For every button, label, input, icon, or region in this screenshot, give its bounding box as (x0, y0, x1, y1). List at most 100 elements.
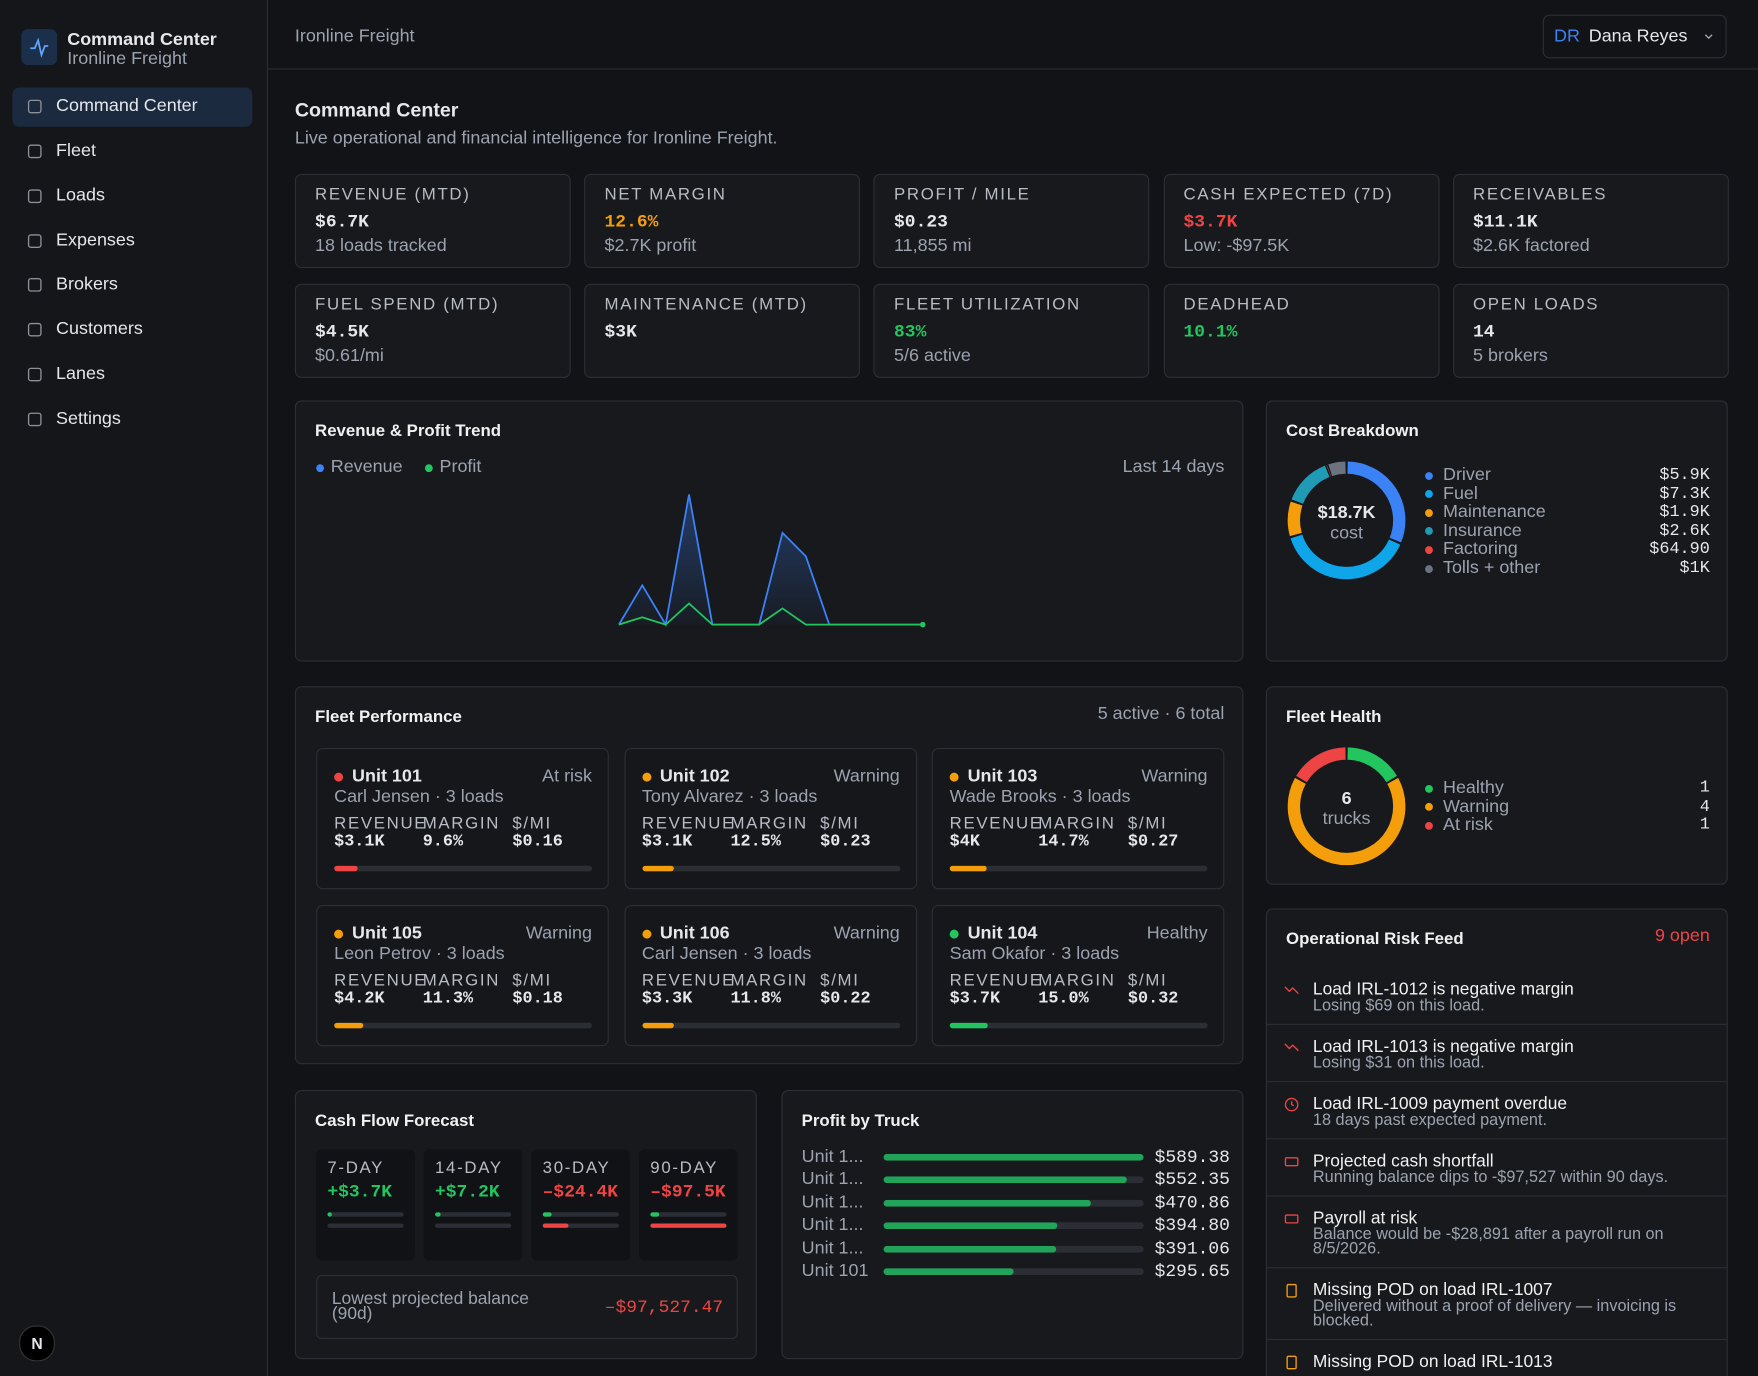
bar (883, 1176, 1128, 1184)
icon-shape (1284, 986, 1299, 995)
nav-icon-shape (27, 278, 42, 293)
period-value: +$7.2K (435, 1181, 500, 1203)
legend-label: Warning (1442, 796, 1510, 816)
bar-track (883, 1245, 1144, 1253)
metric-label: REVENUE (949, 814, 1043, 834)
nav-item[interactable]: Lanes (56, 364, 105, 384)
bar-label: Unit 1... (801, 1215, 864, 1235)
trend-card: Revenue & Profit Trend Revenue Profit Last … (294, 400, 1244, 662)
unit-name: Unit 104 (967, 924, 1038, 944)
bar-track (883, 1153, 1144, 1161)
metric-value: 11.3% (422, 989, 474, 1009)
chart-title: Cost Breakdown (1286, 421, 1419, 441)
period-label: 30-DAY (542, 1158, 611, 1178)
kpi-card: MAINTENANCE (MTD) $3K (584, 283, 861, 378)
legend-dot (424, 463, 433, 472)
legend-dot (949, 929, 959, 939)
bar (883, 1245, 1057, 1253)
user-menu[interactable]: DR Dana Reyes (1542, 14, 1727, 59)
nav-icon (27, 367, 42, 382)
metric-value: $3.1K (334, 832, 385, 852)
progress-fill (949, 865, 987, 872)
progress-fill (334, 1022, 364, 1029)
brand-title: Command Center (67, 30, 217, 50)
risk-detail: 18 days past expected payment. (1312, 1111, 1548, 1130)
risk-item[interactable]: Load IRL-1012 is negative margin Losing $… (1267, 968, 1727, 1024)
nav-item[interactable]: Brokers (56, 275, 118, 295)
inflow-track (327, 1212, 404, 1217)
icon-shape (1284, 1097, 1299, 1112)
unit-name: Unit 105 (352, 924, 422, 944)
risk-item[interactable]: Load IRL-1013 is negative margin Losing $… (1266, 1023, 1727, 1081)
metric-label: REVENUE (641, 814, 735, 834)
metric-label: $/MI (820, 814, 860, 834)
kpi-value: 12.6% (604, 211, 659, 233)
section-title: Operational Risk Feed (1286, 929, 1464, 949)
legend-value: 4 (1699, 796, 1710, 816)
risk-list: Load IRL-1012 is negative margin Losing $… (1266, 968, 1727, 1376)
nav-item[interactable]: Command Center (56, 96, 198, 116)
kpi-label: REVENUE (MTD) (315, 185, 471, 205)
lowest-value: –$97,527.47 (604, 1297, 724, 1318)
legend-dot (1424, 490, 1433, 499)
risk-icon (1284, 1157, 1299, 1167)
nav-item[interactable]: Customers (56, 319, 143, 339)
legend-value: $2.6K (1659, 521, 1710, 541)
kpi-sub: 5 brokers (1473, 345, 1548, 366)
risk-item[interactable]: Payroll at risk Balance would be -$28,891… (1266, 1195, 1727, 1267)
period-label: 14-DAY (435, 1158, 503, 1178)
risk-item[interactable]: Missing POD on load IRL-1007 Delivered wi… (1266, 1267, 1727, 1339)
unit-driver: Carl Jensen · 3 loads (641, 944, 812, 964)
legend-value: 1 (1699, 815, 1710, 835)
kpi-sub: 18 loads tracked (315, 236, 447, 256)
unit-name: Unit 102 (659, 767, 730, 787)
risk-item[interactable]: Load IRL-1009 payment overdue 18 days pas… (1266, 1081, 1727, 1138)
bar-track (883, 1176, 1144, 1184)
period-box: 14-DAY +$7.2K (423, 1149, 523, 1261)
bar-value-label: $552.35 (1154, 1170, 1230, 1191)
risk-icon (1286, 1355, 1297, 1370)
kpi-card: PROFIT / MILE $0.23 11,855 mi (873, 173, 1150, 269)
nav-item[interactable]: Loads (56, 185, 105, 205)
metric-label: $/MI (512, 814, 552, 834)
workspace-badge[interactable]: N (19, 1325, 55, 1362)
unit-status: Warning (525, 924, 592, 944)
nav-item[interactable]: Settings (56, 409, 121, 429)
kpi-sub: Low: -$97.5K (1183, 236, 1290, 256)
period-label: 7-DAY (327, 1158, 385, 1178)
legend-label: At risk (1442, 815, 1493, 835)
bar (883, 1268, 1014, 1276)
risk-item[interactable]: Projected cash shortfall Running balance … (1266, 1138, 1727, 1195)
risk-detail: Balance would be -$28,891 after a payrol… (1312, 1225, 1664, 1259)
metric-value: $0.16 (512, 832, 563, 852)
progress-track (334, 1022, 592, 1029)
progress-track (334, 865, 592, 872)
chart-title: Fleet Health (1286, 707, 1382, 727)
icon-shape (1284, 1043, 1299, 1052)
metric-value: 12.5% (730, 832, 781, 852)
risk-item[interactable]: Missing POD on load IRL-1013 (1266, 1338, 1727, 1376)
bar (883, 1199, 1092, 1207)
legend-value: 1 (1699, 778, 1710, 798)
metric-label: MARGIN (730, 971, 808, 991)
risk-title: Load IRL-1009 payment overdue (1312, 1094, 1568, 1114)
unit-status: Warning (1141, 767, 1208, 787)
kpi-card: OPEN LOADS 14 5 brokers (1452, 283, 1729, 378)
brand-subtitle: Ironline Freight (67, 49, 187, 69)
nav-item[interactable]: Fleet (56, 141, 96, 161)
nav-icon (27, 278, 42, 293)
nav-item[interactable]: Expenses (56, 230, 135, 250)
legend-value: $7.3K (1659, 483, 1710, 504)
risk-title: Missing POD on load IRL-1007 (1312, 1280, 1553, 1300)
metric-label: REVENUE (334, 971, 428, 991)
metric-label: REVENUE (334, 814, 428, 834)
nav-icon (27, 189, 42, 203)
metric-value: $3.1K (641, 832, 693, 852)
kpi-value: $11.1K (1473, 211, 1538, 233)
metric-value: 15.0% (1038, 989, 1089, 1009)
metric-label: MARGIN (422, 814, 501, 834)
unit-driver: Carl Jensen · 3 loads (334, 787, 504, 807)
risk-icon (1284, 1214, 1299, 1224)
metric-value: $0.18 (512, 989, 563, 1009)
kpi-value: $4.5K (315, 321, 369, 342)
